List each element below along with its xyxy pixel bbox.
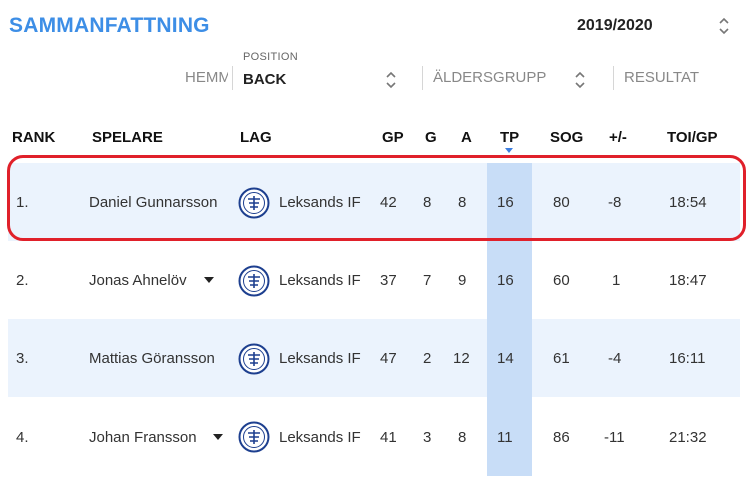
home-filter[interactable]: HEMM [185, 69, 228, 86]
team-name-link[interactable]: Leksands IF [279, 350, 361, 367]
leksands-if-logo-icon [238, 421, 270, 453]
rank-cell: 3. [16, 350, 29, 367]
result-filter[interactable]: RESULTAT [624, 69, 700, 86]
page-title: SAMMANFATTNING [9, 14, 210, 37]
sorted-column-highlight [487, 163, 532, 476]
position-chevron-up-down-icon[interactable] [385, 70, 397, 90]
a-cell: 12 [453, 350, 470, 367]
sort-indicator-icon [505, 148, 513, 153]
g-cell: 2 [423, 350, 432, 367]
leksands-if-logo-icon [238, 187, 270, 219]
player-name-link[interactable]: Jonas Ahnelöv [89, 272, 187, 289]
sog-cell: 80 [553, 194, 570, 211]
toi-cell: 16:11 [669, 350, 706, 367]
leksands-if-logo-icon [238, 343, 270, 375]
a-cell: 8 [458, 429, 467, 446]
rank-cell: 2. [16, 272, 29, 289]
player-name-link[interactable]: Daniel Gunnarsson [89, 194, 218, 211]
col-header-team[interactable]: LAG [240, 129, 272, 146]
plus-minus-cell: -8 [608, 194, 622, 211]
g-cell: 8 [423, 194, 432, 211]
col-header-rank[interactable]: RANK [12, 129, 56, 146]
toi-cell: 18:47 [669, 272, 707, 289]
col-header-tp[interactable]: TP [500, 129, 520, 146]
plus-minus-cell: 1 [612, 272, 621, 289]
leksands-if-logo-icon [238, 265, 270, 297]
tp-cell: 16 [497, 194, 514, 211]
caret-down-icon[interactable] [204, 277, 214, 283]
gp-cell: 41 [380, 429, 397, 446]
rank-cell: 4. [16, 429, 29, 446]
g-cell: 3 [423, 429, 432, 446]
col-header-gp[interactable]: GP [382, 129, 404, 146]
sog-cell: 61 [553, 350, 570, 367]
tp-cell: 14 [497, 350, 514, 367]
g-cell: 7 [423, 272, 432, 289]
filter-divider [422, 66, 423, 90]
gp-cell: 47 [380, 350, 397, 367]
filter-divider [232, 66, 233, 90]
tp-cell: 11 [497, 429, 513, 446]
age-group-select[interactable]: ÄLDERSGRUPP [433, 69, 547, 86]
gp-cell: 37 [380, 272, 397, 289]
age-group-chevron-up-down-icon[interactable] [574, 70, 586, 90]
plus-minus-cell: -11 [604, 429, 625, 446]
team-name-link[interactable]: Leksands IF [279, 429, 361, 446]
highlight-box [7, 155, 746, 241]
col-header-a[interactable]: A [461, 129, 472, 146]
col-header-plus-minus[interactable]: +/- [609, 129, 627, 146]
caret-down-icon[interactable] [213, 434, 223, 440]
season-select[interactable]: 2019/2020 [577, 17, 653, 34]
plus-minus-cell: -4 [608, 350, 622, 367]
rank-cell: 1. [16, 194, 29, 211]
filter-divider [613, 66, 614, 90]
a-cell: 9 [458, 272, 467, 289]
toi-cell: 21:32 [669, 429, 707, 446]
table-row[interactable] [8, 163, 740, 241]
team-name-link[interactable]: Leksands IF [279, 272, 361, 289]
position-select[interactable]: BACK [243, 71, 287, 88]
sog-cell: 60 [553, 272, 570, 289]
col-header-toi-gp[interactable]: TOI/GP [667, 129, 718, 146]
player-name-link[interactable]: Johan Fransson [89, 429, 197, 446]
a-cell: 8 [458, 194, 467, 211]
season-chevron-up-down-icon[interactable] [718, 16, 730, 36]
player-name-link[interactable]: Mattias Göransson [89, 350, 215, 367]
gp-cell: 42 [380, 194, 397, 211]
toi-cell: 18:54 [669, 194, 707, 211]
team-name-link[interactable]: Leksands IF [279, 194, 361, 211]
col-header-g[interactable]: G [425, 129, 437, 146]
col-header-sog[interactable]: SOG [550, 129, 584, 146]
table-row[interactable] [8, 319, 740, 397]
col-header-player[interactable]: SPELARE [92, 129, 163, 146]
tp-cell: 16 [497, 272, 514, 289]
sog-cell: 86 [553, 429, 570, 446]
position-caption: POSITION [243, 51, 298, 63]
